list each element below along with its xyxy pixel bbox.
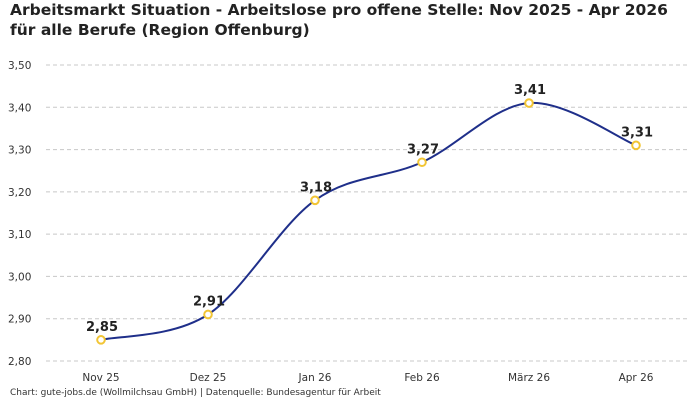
y-tick-label: 2,80: [8, 356, 31, 368]
y-tick-label: 3,00: [8, 271, 31, 283]
data-label: 3,31: [621, 125, 653, 140]
x-tick-label: Feb 26: [404, 372, 440, 384]
y-tick-label: 3,10: [8, 229, 31, 241]
data-label: 3,18: [300, 180, 332, 195]
data-label: 2,85: [86, 320, 118, 335]
y-tick-label: 3,20: [8, 187, 31, 199]
data-point: [96, 335, 106, 345]
x-tick-label: Apr 26: [619, 372, 654, 384]
data-point: [417, 157, 427, 168]
data-points: [96, 98, 641, 345]
data-point: [310, 195, 320, 206]
chart-title: Arbeitsmarkt Situation - Arbeitslose pro…: [10, 1, 668, 39]
data-point: [631, 140, 641, 151]
y-tick-label: 3,30: [8, 145, 31, 157]
x-axis-tick-labels: Nov 25 Dez 25 Jan 26 Feb 26 März 26 Apr 26: [82, 372, 653, 384]
x-tick-label: März 26: [508, 372, 550, 384]
data-label: 2,91: [193, 294, 225, 309]
x-tick-label: Nov 25: [82, 372, 119, 384]
series-line-group: [100, 102, 637, 341]
y-tick-label: 2,90: [8, 314, 31, 326]
data-label: 3,27: [407, 142, 439, 157]
x-tick-label: Dez 25: [190, 372, 227, 384]
y-tick-label: 3,50: [8, 60, 31, 72]
data-labels: 2,85 2,91 3,18 3,27 3,41 3,31: [86, 83, 653, 335]
data-point: [203, 309, 213, 320]
grid-lines: [46, 64, 690, 362]
series-line: [100, 102, 637, 341]
y-axis-tick-labels: 2,80 2,90 3,00 3,10 3,20 3,30 3,40 3,50: [8, 60, 31, 368]
footer-source-note: Chart: gute-jobs.de (Wollmilchsau GmbH) …: [10, 388, 381, 398]
y-tick-label: 3,40: [8, 102, 31, 114]
x-tick-label: Jan 26: [298, 372, 332, 384]
data-label: 3,41: [514, 83, 546, 98]
data-point: [524, 98, 534, 108]
